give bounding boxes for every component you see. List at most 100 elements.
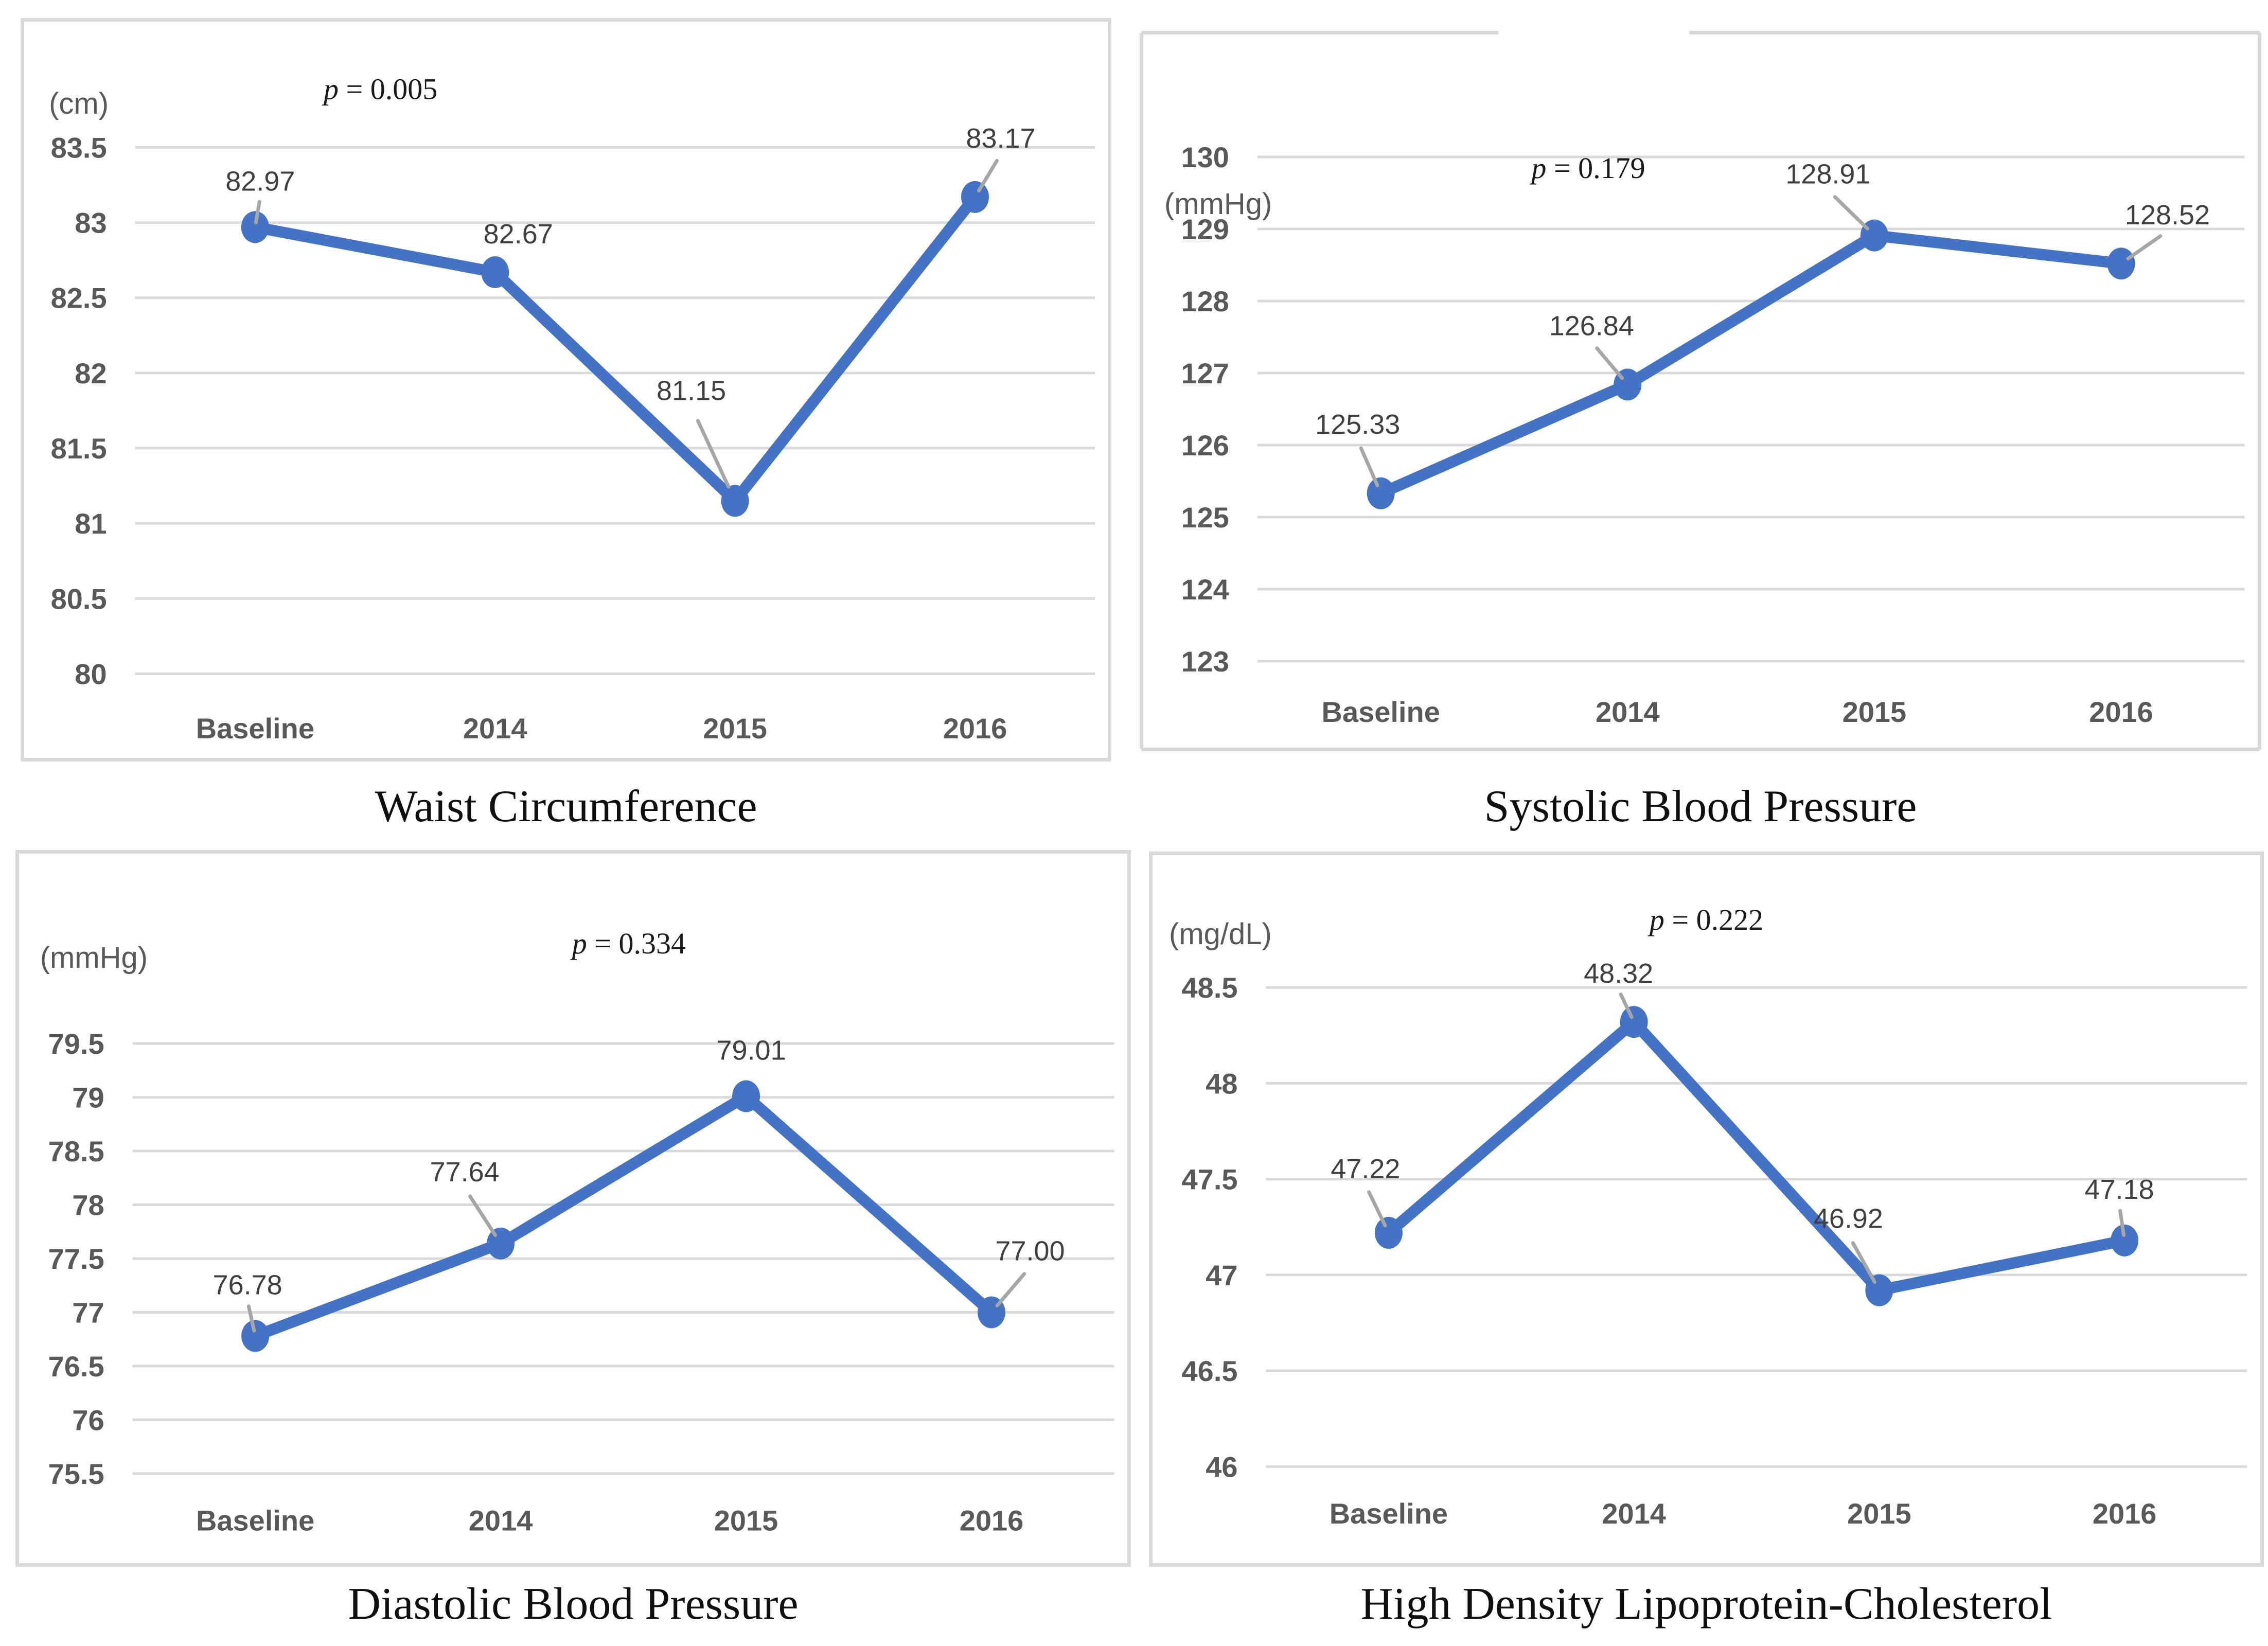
category-label: 2014: [469, 1504, 533, 1536]
leader-line: [1367, 1190, 1387, 1228]
data-label: 79.01: [716, 1035, 786, 1066]
y-tick-label: 83: [75, 207, 107, 239]
data-label: 77.64: [430, 1157, 500, 1188]
y-tick-label: 125: [1181, 501, 1229, 534]
y-tick-label: 46.5: [1182, 1355, 1238, 1387]
data-label: 48.32: [1584, 958, 1653, 989]
gridlines: [1266, 986, 2247, 1468]
y-tick-label: 82.5: [51, 282, 107, 314]
category-label: 2015: [1847, 1497, 1911, 1530]
data-label: 76.78: [213, 1269, 282, 1300]
data-label: 82.97: [225, 166, 295, 197]
axis-unit-label: (cm): [49, 87, 109, 120]
leader-line: [1619, 993, 1634, 1019]
data-point-marker: [732, 1080, 760, 1112]
data-label: 46.92: [1814, 1203, 1883, 1234]
category-label: 2016: [2093, 1497, 2157, 1530]
y-tick-label: 46: [1206, 1450, 1237, 1483]
waist-circumference-chart-panel: 83.5 83 82.5 82 81.5 81 80.5 80 Baseline 2014 2015…: [21, 18, 1111, 762]
chart-title-systolic-blood-pressure: Systolic Blood Pressure: [1484, 782, 1917, 831]
p-value-label: p = 0.222: [1647, 903, 1763, 936]
hdl-cholesterol-chart-panel: 48.5 48 47.5 47 46.5 46 Baseline 2014 2015 2016 47…: [1149, 852, 2264, 1567]
y-tick-label: 47: [1206, 1259, 1237, 1291]
y-tick-label: 78: [72, 1189, 104, 1222]
data-labels: 47.22 48.32 46.92 47.18: [1331, 958, 2154, 1234]
data-point-marker: [1620, 1006, 1648, 1038]
x-axis-category-labels: Baseline 2014 2015 2016: [196, 1504, 1023, 1536]
category-label: 2016: [960, 1504, 1024, 1536]
diastolic-blood-pressure-chart-svg: 79.5 79 78.5 78 77.5 77 76.5 76 75.5 Baseline 2014…: [15, 850, 1131, 1567]
y-tick-label: 79.5: [48, 1028, 104, 1060]
data-point-marker: [1865, 1274, 1893, 1306]
waist-circumference-chart-svg: 83.5 83 82.5 82 81.5 81 80.5 80 Baseline 2014 2015…: [21, 18, 1111, 762]
category-label: 2015: [714, 1504, 778, 1536]
data-labels: 125.33 126.84 128.91 128.52: [1315, 159, 2210, 440]
data-point-marker: [1374, 1216, 1403, 1249]
systolic-blood-pressure-chart-svg: 130 129 128 127 126 125 124 123 Baseline 2014 2015…: [1140, 31, 2261, 751]
series-line: [249, 191, 981, 507]
y-tick-label: 79: [72, 1082, 104, 1114]
gridlines: [135, 146, 1095, 675]
data-label: 47.18: [2085, 1174, 2154, 1205]
y-tick-label: 83.5: [51, 131, 107, 164]
chart-title-diastolic-blood-pressure: Diastolic Blood Pressure: [348, 1579, 799, 1629]
leader-line: [2126, 234, 2163, 261]
data-point-marker: [721, 485, 749, 517]
y-tick-label: 78.5: [48, 1135, 104, 1167]
gridlines: [132, 1042, 1114, 1475]
x-axis-category-labels: Baseline 2014 2015 2016: [1322, 696, 2153, 728]
data-point-marker: [481, 256, 509, 289]
x-axis-category-labels: Baseline 2014 2015 2016: [1330, 1497, 2157, 1530]
data-label: 47.22: [1331, 1154, 1400, 1184]
gridlines: [1257, 155, 2245, 663]
data-point-marker: [241, 211, 269, 243]
data-labels: 82.97 82.67 81.15 83.17: [225, 123, 1035, 406]
data-label-leader-lines: [246, 1194, 1026, 1333]
data-point-markers: [1367, 219, 2135, 509]
panel-border: [1140, 31, 2261, 751]
hdl-cholesterol-chart-svg: 48.5 48 47.5 47 46.5 46 Baseline 2014 2015 2016 47…: [1149, 852, 2264, 1567]
data-label: 128.52: [2125, 200, 2210, 231]
y-axis-tick-labels: 48.5 48 47.5 47 46.5 46: [1182, 971, 1238, 1483]
panel-border: [1149, 852, 2264, 1567]
category-label: Baseline: [196, 712, 314, 745]
leader-line: [1595, 346, 1624, 380]
y-tick-label: 128: [1181, 285, 1229, 317]
category-label: Baseline: [196, 1504, 314, 1536]
y-tick-label: 126: [1181, 429, 1229, 462]
y-tick-label: 77.5: [48, 1243, 104, 1275]
category-label: 2016: [943, 712, 1007, 745]
category-label: 2014: [1596, 696, 1660, 728]
axis-unit-label: (mmHg): [1164, 187, 1272, 221]
data-point-marker: [487, 1227, 515, 1260]
data-label: 77.00: [995, 1235, 1065, 1266]
y-tick-label: 80: [75, 658, 107, 690]
data-point-markers: [241, 181, 989, 517]
category-label: Baseline: [1322, 696, 1440, 728]
data-point-marker: [2107, 247, 2135, 280]
panel-border: [21, 18, 1111, 762]
data-label: 125.33: [1315, 409, 1400, 440]
p-value-label: p = 0.179: [1529, 151, 1645, 185]
y-tick-label: 129: [1181, 213, 1229, 245]
y-tick-label: 80.5: [51, 582, 107, 615]
y-tick-label: 75.5: [48, 1458, 104, 1490]
systolic-blood-pressure-chart-panel: 130 129 128 127 126 125 124 123 Baseline 2014 2015…: [1140, 31, 2261, 751]
y-axis-tick-labels: 130 129 128 127 126 125 124 123: [1181, 141, 1229, 678]
leader-line: [1833, 195, 1869, 231]
series-line: [250, 1090, 997, 1342]
data-label: 83.17: [966, 123, 1035, 154]
data-label: 126.84: [1549, 310, 1634, 341]
leader-line: [995, 1272, 1026, 1307]
leader-line: [2118, 1209, 2126, 1237]
leader-line: [1851, 1241, 1876, 1284]
axis-unit-label: (mg/dL): [1169, 917, 1272, 951]
series-line: [1375, 229, 2127, 499]
y-tick-label: 130: [1181, 141, 1229, 173]
y-tick-label: 82: [75, 357, 107, 390]
category-label: 2014: [1602, 1497, 1666, 1530]
data-point-marker: [1367, 477, 1395, 509]
y-tick-label: 48: [1206, 1067, 1237, 1100]
data-point-marker: [2111, 1224, 2139, 1256]
